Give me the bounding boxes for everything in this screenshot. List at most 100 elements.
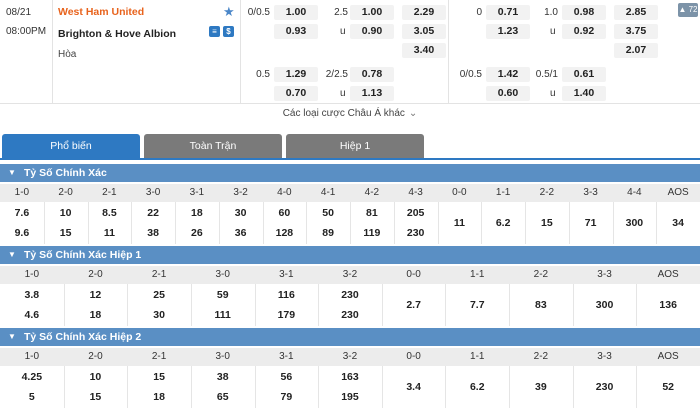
odds-cell[interactable]: 300	[595, 299, 614, 311]
odds-cell[interactable]: 12	[89, 289, 102, 301]
collapse-chevron-icon[interactable]: ▼	[8, 168, 16, 177]
odds-cell[interactable]: 230	[341, 309, 359, 321]
odds-cell[interactable]: 195	[341, 391, 359, 403]
odds-cell[interactable]: 119	[363, 227, 381, 239]
ft-total-over-1[interactable]: 1.00	[350, 5, 394, 20]
odds-cell[interactable]: 300	[625, 217, 644, 229]
odds-cell[interactable]: 6.2	[469, 381, 485, 393]
away-team[interactable]: Brighton & Hove Albion	[58, 28, 177, 40]
odds-cell[interactable]: 4.6	[24, 309, 40, 321]
h1-1x2-draw[interactable]: 2.07	[614, 43, 658, 58]
favorite-star-icon[interactable]: ★	[223, 4, 235, 19]
odds-cell[interactable]: 81	[366, 207, 378, 219]
odds-cell[interactable]: 10	[59, 207, 72, 219]
grid-line	[568, 202, 570, 244]
money-icon[interactable]: $	[223, 26, 234, 37]
ft-1x2-draw[interactable]: 3.40	[402, 43, 446, 58]
h1-handicap-home-1[interactable]: 0.71	[486, 5, 530, 20]
odds-cell[interactable]: 7.6	[14, 207, 30, 219]
tab-popular[interactable]: Phổ biến	[2, 134, 140, 160]
ft-total-under-1[interactable]: 0.90	[350, 24, 394, 39]
tab-full-time[interactable]: Toàn Trận	[144, 134, 282, 158]
odds-cell[interactable]: 136	[659, 299, 677, 311]
odds-cell[interactable]: 11	[103, 227, 115, 239]
odds-cell[interactable]: 18	[89, 309, 102, 321]
odds-cell[interactable]: 128	[275, 227, 294, 239]
odds-cell[interactable]: 10	[89, 371, 102, 383]
odds-cell[interactable]: 38	[216, 371, 229, 383]
odds-cell[interactable]: 3.8	[24, 289, 40, 301]
odds-cell[interactable]: 111	[214, 309, 231, 321]
odds-cell[interactable]: 179	[277, 309, 296, 321]
odds-cell[interactable]: 30	[153, 309, 165, 321]
collapse-chevron-icon[interactable]: ▼	[8, 332, 16, 341]
ft-1x2-away[interactable]: 3.05	[402, 24, 446, 39]
h1-handicap-away-2[interactable]: 0.60	[486, 86, 530, 101]
odds-cell[interactable]: 230	[595, 381, 614, 393]
h1-1x2-away[interactable]: 3.75	[614, 24, 658, 39]
odds-cell[interactable]: 18	[191, 207, 203, 219]
stats-icon[interactable]: ≡	[209, 26, 220, 37]
odds-cell[interactable]: 5	[28, 391, 35, 403]
section-header[interactable]: ▼ Tỷ Số Chính Xác Hiệp 1	[0, 246, 700, 264]
odds-cell[interactable]: 116	[277, 289, 295, 301]
section-header[interactable]: ▼ Tỷ Số Chính Xác Hiệp 2	[0, 328, 700, 346]
odds-cell[interactable]: 22	[147, 207, 159, 219]
more-markets-badge[interactable]: ▲ 72	[678, 3, 698, 17]
odds-cell[interactable]: 39	[535, 381, 547, 393]
h1-handicap-home-2[interactable]: 1.42	[486, 67, 530, 82]
ft-handicap-away-2[interactable]: 0.70	[274, 86, 318, 101]
odds-cell[interactable]: 83	[535, 299, 547, 311]
h1-total-under-2[interactable]: 1.40	[562, 86, 606, 101]
odds-cell[interactable]: 15	[59, 227, 72, 239]
home-team[interactable]: West Ham United	[58, 6, 145, 18]
odds-cell[interactable]: 65	[216, 391, 229, 403]
odds-cell[interactable]: 30	[234, 207, 247, 219]
tab-first-half[interactable]: Hiệp 1	[286, 134, 424, 158]
odds-cell[interactable]: 15	[541, 217, 553, 229]
odds-cell[interactable]: 9.6	[14, 227, 30, 239]
odds-cell[interactable]: 34	[672, 217, 684, 229]
odds-cell[interactable]: 38	[147, 227, 159, 239]
h1-total-over-2[interactable]: 0.61	[562, 67, 606, 82]
odds-cell[interactable]: 26	[191, 227, 203, 239]
odds-cell[interactable]: 60	[278, 207, 291, 219]
more-asian-bets[interactable]: Các loại cược Châu Á khác ⌄	[0, 108, 700, 119]
odds-cell[interactable]: 15	[153, 371, 165, 383]
ft-1x2-home[interactable]: 2.29	[402, 5, 446, 20]
odds-cell[interactable]: 89	[322, 227, 334, 239]
odds-cell[interactable]: 3.4	[406, 381, 421, 393]
odds-cell[interactable]: 8.5	[102, 207, 117, 219]
odds-cell[interactable]: 15	[89, 391, 102, 403]
section-header[interactable]: ▼ Tỷ Số Chính Xác	[0, 164, 700, 182]
h1-total-over-1[interactable]: 0.98	[562, 5, 606, 20]
ft-total-under-2[interactable]: 1.13	[350, 86, 394, 101]
odds-cell[interactable]: 79	[280, 391, 293, 403]
ft-total-over-2[interactable]: 0.78	[350, 67, 394, 82]
odds-cell[interactable]: 230	[406, 227, 425, 239]
h1-1x2-home[interactable]: 2.85	[614, 5, 658, 20]
odds-cell[interactable]: 25	[153, 289, 165, 301]
odds-cell[interactable]: 230	[341, 289, 359, 301]
odds-cell[interactable]: 2.7	[406, 299, 421, 311]
odds-cell[interactable]: 11	[453, 217, 465, 229]
odds-cell[interactable]: 163	[341, 371, 359, 383]
odds-cell[interactable]: 4.25	[21, 371, 43, 383]
odds-cell[interactable]: 50	[322, 207, 334, 219]
odds-cell[interactable]: 56	[280, 371, 293, 383]
ft-handicap-home-1[interactable]: 1.00	[274, 5, 318, 20]
odds-cell[interactable]: 71	[584, 217, 597, 229]
odds-cell[interactable]: 7.7	[469, 299, 485, 311]
odds-cell[interactable]: 18	[153, 391, 165, 403]
odds-cell[interactable]: 52	[662, 381, 675, 393]
odds-cell[interactable]: 36	[234, 227, 247, 239]
collapse-chevron-icon[interactable]: ▼	[8, 250, 16, 259]
ft-handicap-away-1[interactable]: 0.93	[274, 24, 318, 39]
ft-handicap-home-2[interactable]: 1.29	[274, 67, 318, 82]
h1-total-under-1[interactable]: 0.92	[562, 24, 606, 39]
odds-cell[interactable]: 205	[406, 207, 425, 219]
odds-cell[interactable]: 59	[216, 289, 229, 301]
odds-cell[interactable]: 6.2	[495, 217, 511, 229]
more-asian-bets-label: Các loại cược Châu Á khác	[282, 108, 405, 119]
h1-handicap-away-1[interactable]: 1.23	[486, 24, 530, 39]
